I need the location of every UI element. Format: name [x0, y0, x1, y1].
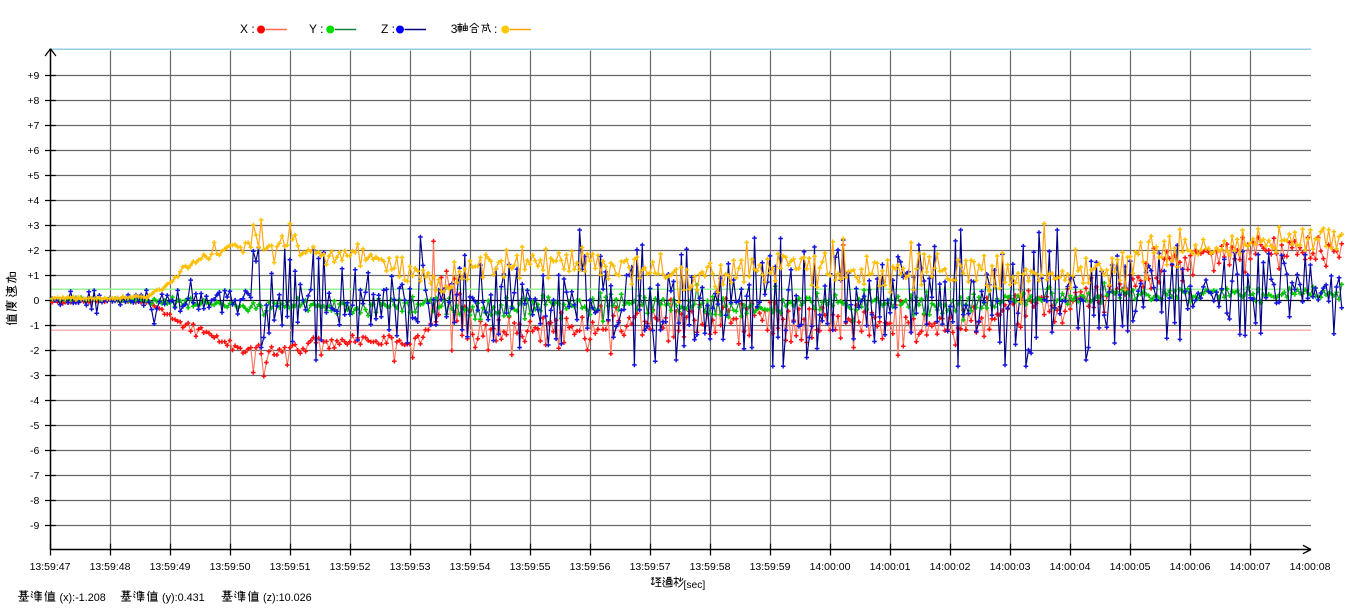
svg-text:13:59:54: 13:59:54 — [450, 561, 491, 573]
svg-text:14:00:04: 14:00:04 — [1050, 561, 1091, 573]
svg-text:13:59:49: 13:59:49 — [150, 561, 191, 573]
svg-text:13:59:51: 13:59:51 — [270, 561, 311, 573]
svg-text:13:59:56: 13:59:56 — [570, 561, 611, 573]
svg-text:13:59:47: 13:59:47 — [30, 561, 71, 573]
svg-text:-2: -2 — [30, 345, 39, 357]
svg-text:14:00:03: 14:00:03 — [990, 561, 1031, 573]
svg-text:13:59:52: 13:59:52 — [330, 561, 371, 573]
svg-text:14:00:06: 14:00:06 — [1170, 561, 1211, 573]
svg-text:Y :: Y : — [309, 22, 323, 36]
svg-text:13:59:59: 13:59:59 — [750, 561, 791, 573]
svg-text:[sec]: [sec] — [684, 580, 706, 591]
svg-text:+5: +5 — [27, 170, 39, 182]
svg-text:X :: X : — [240, 22, 255, 36]
svg-text:14:00:01: 14:00:01 — [870, 561, 911, 573]
svg-text:+7: +7 — [27, 120, 39, 132]
svg-text:-6: -6 — [30, 445, 39, 457]
svg-text:3: 3 — [451, 22, 458, 36]
svg-text:-3: -3 — [30, 370, 39, 382]
svg-text:13:59:48: 13:59:48 — [90, 561, 131, 573]
svg-text::: : — [494, 22, 497, 36]
svg-text:14:00:08: 14:00:08 — [1290, 561, 1331, 573]
svg-text:-7: -7 — [30, 470, 39, 482]
svg-text:13:59:58: 13:59:58 — [690, 561, 731, 573]
svg-text:(y):0.431: (y):0.431 — [162, 592, 205, 604]
svg-text:+8: +8 — [27, 95, 39, 107]
svg-text:+4: +4 — [27, 195, 39, 207]
svg-text:13:59:57: 13:59:57 — [630, 561, 671, 573]
svg-text:0: 0 — [33, 295, 39, 307]
svg-text:13:59:53: 13:59:53 — [390, 561, 431, 573]
svg-text:Z :: Z : — [381, 22, 395, 36]
svg-text:-1: -1 — [30, 320, 39, 332]
svg-text:14:00:07: 14:00:07 — [1230, 561, 1271, 573]
svg-text:+1: +1 — [27, 270, 39, 282]
svg-text:14:00:02: 14:00:02 — [930, 561, 971, 573]
svg-text:13:59:50: 13:59:50 — [210, 561, 251, 573]
svg-text:(z):10.026: (z):10.026 — [263, 592, 312, 604]
svg-text:14:00:05: 14:00:05 — [1110, 561, 1151, 573]
svg-text:14:00:00: 14:00:00 — [810, 561, 851, 573]
svg-text:+2: +2 — [27, 245, 39, 257]
svg-text:+9: +9 — [27, 70, 39, 82]
svg-text:-5: -5 — [30, 420, 39, 432]
svg-text:(x):-1.208: (x):-1.208 — [60, 592, 106, 604]
svg-text:+3: +3 — [27, 220, 39, 232]
svg-text:-9: -9 — [30, 520, 39, 532]
svg-text:-8: -8 — [30, 495, 39, 507]
svg-text:13:59:55: 13:59:55 — [510, 561, 551, 573]
svg-text:-4: -4 — [30, 395, 39, 407]
svg-text:+6: +6 — [27, 145, 39, 157]
